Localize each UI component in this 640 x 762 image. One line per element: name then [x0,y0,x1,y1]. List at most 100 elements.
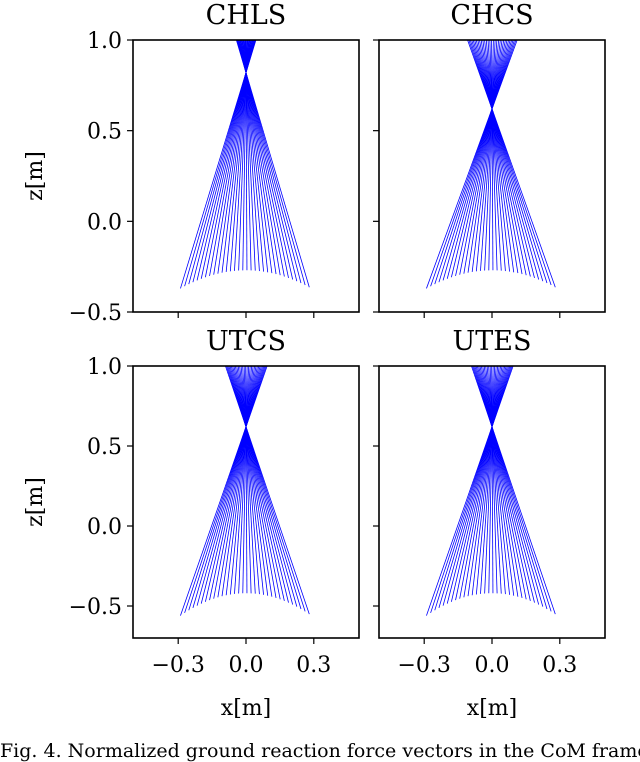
y-tick-label-utcs-3: 1.0 [87,355,122,380]
force-vector-utes-12 [475,366,499,595]
force-vector-utes-17 [489,366,498,594]
force-vector-utcs-16 [245,366,248,594]
panel-utcs: UTCS z[m] x[m] −0.3 0.0 0.3 −0.5 0.0 0.5 1.0 [23,326,360,721]
force-vector-chcs-25 [475,40,531,277]
force-vector-utcs-31 [225,366,310,615]
x-tick-label-utcs-0: −0.3 [151,653,204,678]
force-vector-utcs-12 [229,366,253,595]
force-vector-utes-23 [480,366,523,598]
force-vector-utes-13 [480,366,497,594]
x-tick-label-utes-0: −0.3 [397,653,450,678]
figure-caption: Fig. 4. Normalized ground reaction force… [0,740,640,762]
force-vector-utes-14 [484,366,496,594]
force-vector-utcs-25 [232,366,285,601]
force-vector-chcs-8 [459,40,506,275]
ticks-utcs: −0.3 0.0 0.3 −0.5 0.0 0.5 1.0 [69,355,332,678]
ticks-chcs [373,39,561,318]
y-axis-label-utcs: z[m] [23,477,48,527]
force-vector-utes-26 [476,366,535,603]
force-vector-utes-28 [474,366,544,607]
force-vector-chcs-14 [484,40,496,271]
y-axis-label-chls: z[m] [23,151,48,201]
force-vector-utes-18 [488,366,502,594]
force-vector-chcs-3 [438,40,514,283]
force-vector-chcs-5 [446,40,511,279]
ticks-chls: −0.5 0.0 0.5 1.0 [69,29,315,326]
force-vector-utcs-20 [239,366,264,595]
force-vector-utes-29 [473,366,548,610]
force-vector-utcs-11 [225,366,254,596]
force-vector-chls-31 [235,40,310,288]
force-vector-utcs-28 [228,366,298,607]
force-vector-utcs-2 [188,366,266,611]
force-vector-utcs-23 [234,366,277,598]
force-vector-utes-16 [491,366,494,594]
force-vector-utcs-27 [229,366,294,605]
force-vector-chcs-23 [479,40,523,275]
panel-title-utcs: UTCS [206,326,286,357]
panel-title-utes: UTES [453,326,532,357]
force-vector-chcs-7 [455,40,508,276]
force-vector-utes-7 [455,366,506,601]
force-vector-utcs-10 [221,366,256,597]
force-vector-chcs-24 [477,40,527,276]
force-vector-utcs-9 [217,366,257,598]
force-vector-chcs-0 [426,40,518,289]
force-vector-chcs-6 [451,40,510,278]
force-vector-utes-1 [430,366,513,613]
force-vector-utes-2 [434,366,512,611]
force-vector-utcs-4 [196,366,264,606]
force-vector-utes-22 [482,366,519,597]
figure-canvas: CHLS z[m] −0.5 0.0 0.5 1.0 CHCS UTCS z[m] x… [23,0,606,721]
force-vector-chcs-22 [480,40,519,274]
force-vector-chcs-18 [487,40,502,271]
force-vector-utes-21 [483,366,515,596]
force-vector-utcs-6 [205,366,261,602]
force-vector-chcs-9 [463,40,505,274]
force-vector-chcs-26 [474,40,535,279]
force-vector-utes-10 [467,366,502,597]
force-vectors-utes [426,366,556,616]
x-tick-label-utes-1: 0.0 [475,653,510,678]
panel-title-chcs: CHCS [450,0,533,31]
force-vector-utes-25 [478,366,531,601]
force-vector-utcs-3 [192,366,265,609]
force-vector-utcs-21 [237,366,269,596]
force-vector-utcs-8 [213,366,258,599]
force-vector-utes-15 [488,366,494,594]
x-tick-label-utcs-2: 0.3 [296,653,331,678]
force-vector-chcs-10 [467,40,503,273]
force-vector-chcs-12 [475,40,500,272]
force-vector-chcs-30 [468,40,552,286]
y-tick-label-utcs-1: 0.0 [87,515,122,540]
panel-utes: UTES x[m] −0.3 0.0 0.3 [373,326,606,721]
force-vector-chcs-28 [471,40,544,282]
y-tick-label-chls-1: 0.0 [87,210,122,235]
x-tick-label-utcs-1: 0.0 [229,653,264,678]
force-vector-utes-4 [442,366,510,606]
force-vector-chcs-17 [489,40,498,271]
force-vector-utcs-19 [240,366,260,595]
panel-chcs: CHCS [373,0,606,318]
force-vector-utcs-17 [243,366,252,594]
force-vector-utes-24 [479,366,527,600]
force-vector-chcs-20 [484,40,510,272]
x-tick-label-utes-2: 0.3 [542,653,577,678]
y-tick-label-chls-0: −0.5 [69,301,122,326]
x-axis-label-utcs: x[m] [221,696,271,721]
force-vectors-chls [180,40,310,289]
force-vector-utcs-26 [230,366,289,603]
panel-chls: CHLS z[m] −0.5 0.0 0.5 1.0 [23,0,360,326]
force-vector-chcs-2 [434,40,515,285]
force-vector-utes-6 [451,366,507,602]
y-tick-label-chls-3: 1.0 [87,29,122,54]
force-vectors-utcs [180,366,310,616]
force-vector-utes-5 [446,366,508,604]
force-vector-utcs-15 [242,366,248,594]
force-vector-chcs-31 [467,40,556,288]
force-vector-chcs-13 [480,40,498,271]
force-vector-chcs-11 [471,40,501,272]
force-vector-utes-11 [471,366,500,596]
y-tick-label-chls-2: 0.5 [87,120,122,145]
force-vector-utcs-13 [234,366,251,594]
